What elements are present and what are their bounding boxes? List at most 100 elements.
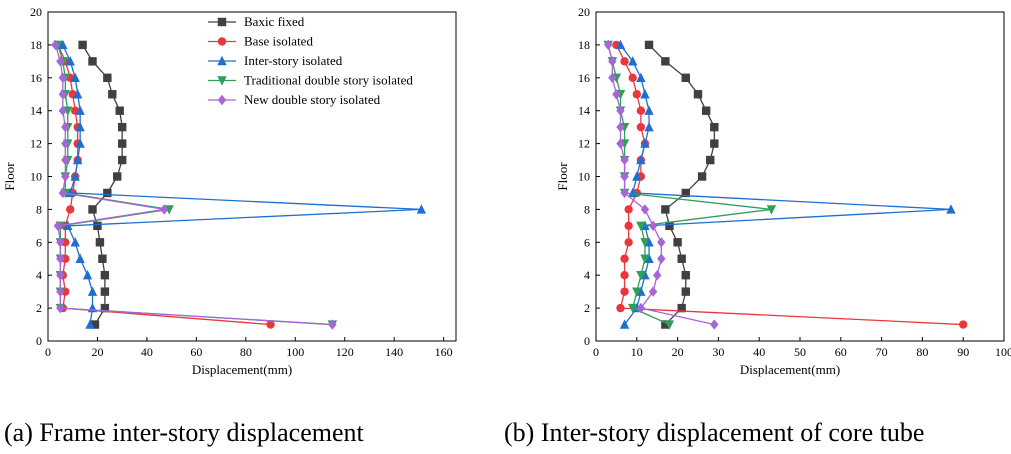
- data-point: [636, 286, 646, 296]
- y-tick-label: 16: [578, 71, 590, 85]
- legend-marker: [217, 94, 227, 106]
- data-point: [70, 171, 80, 181]
- data-point: [608, 72, 617, 83]
- data-point: [766, 205, 777, 215]
- x-tick-label: 80: [240, 345, 252, 359]
- data-point: [628, 303, 638, 314]
- caption-a: (a) Frame inter-story displacement: [4, 418, 364, 447]
- series-new-double-story-isolated: [51, 39, 337, 330]
- legend-label: New double story isolated: [244, 92, 381, 107]
- data-point: [75, 121, 85, 132]
- data-point: [628, 73, 637, 83]
- data-point: [56, 237, 65, 248]
- data-point: [616, 303, 625, 313]
- data-point: [657, 253, 666, 264]
- data-point: [113, 172, 122, 181]
- data-point: [636, 122, 646, 132]
- data-point: [677, 303, 686, 313]
- x-tick-label: 140: [385, 345, 403, 359]
- data-point: [616, 121, 625, 133]
- data-point: [640, 254, 650, 264]
- data-point: [710, 122, 719, 132]
- data-point: [100, 303, 110, 313]
- data-point: [648, 286, 658, 297]
- data-point: [115, 106, 124, 115]
- data-point: [664, 320, 675, 330]
- x-tick-label: 160: [435, 345, 453, 359]
- data-point: [87, 286, 98, 296]
- data-point: [604, 39, 613, 51]
- legend-label: Inter-story isolated: [244, 53, 343, 68]
- data-point: [100, 271, 110, 280]
- x-tick-label: 0: [593, 345, 599, 359]
- data-point: [706, 155, 715, 165]
- data-point: [710, 139, 719, 148]
- x-axis-title: Displacement(mm): [192, 362, 292, 377]
- series-line: [615, 44, 964, 326]
- data-point: [90, 320, 100, 329]
- x-tick-label: 120: [336, 345, 354, 359]
- data-point: [93, 221, 102, 231]
- y-tick-label: 14: [578, 104, 590, 118]
- data-point: [266, 320, 275, 329]
- data-point: [636, 302, 646, 314]
- legend-item: Baxic fixed: [208, 14, 305, 29]
- data-point: [640, 204, 650, 215]
- data-point: [673, 238, 682, 247]
- legend-label: Base isolated: [244, 34, 313, 49]
- data-point: [640, 138, 650, 148]
- x-tick-label: 20: [672, 345, 684, 359]
- data-point: [98, 254, 107, 263]
- y-tick-label: 18: [30, 38, 42, 52]
- data-point: [78, 40, 87, 50]
- data-point: [58, 72, 68, 83]
- data-point: [636, 106, 646, 115]
- x-tick-label: 40: [141, 345, 153, 359]
- data-point: [328, 319, 337, 330]
- data-point: [681, 271, 690, 280]
- data-point: [72, 154, 83, 165]
- data-point: [693, 90, 703, 99]
- data-point: [636, 154, 646, 165]
- series-baxic-fixed: [644, 40, 719, 329]
- data-point: [103, 188, 112, 198]
- data-point: [640, 89, 650, 99]
- y-tick-label: 20: [30, 5, 42, 19]
- data-point: [620, 171, 629, 182]
- legend-label: Baxic fixed: [244, 14, 305, 29]
- legend-marker: [217, 37, 227, 46]
- legend-item: Inter-story isolated: [208, 53, 343, 68]
- y-tick-label: 8: [584, 202, 590, 216]
- legend-label: Traditional double story isolated: [244, 73, 413, 88]
- data-point: [624, 238, 633, 247]
- data-point: [66, 205, 75, 214]
- data-point: [620, 271, 629, 280]
- y-tick-label: 2: [584, 301, 590, 315]
- legend-marker: [217, 55, 227, 66]
- data-point: [61, 138, 70, 149]
- data-point: [624, 205, 633, 214]
- y-tick-label: 16: [30, 71, 42, 85]
- data-point: [640, 270, 650, 280]
- data-point: [636, 72, 646, 82]
- data-point: [75, 105, 85, 115]
- data-point: [628, 56, 638, 66]
- x-tick-label: 20: [91, 345, 103, 359]
- data-point: [636, 221, 646, 232]
- series-new-double-story-isolated: [604, 39, 719, 330]
- legend-marker: [217, 17, 227, 27]
- data-point: [615, 39, 626, 50]
- data-point: [632, 171, 642, 181]
- y-tick-label: 0: [36, 334, 42, 348]
- series-base-isolated: [612, 40, 968, 329]
- data-point: [56, 302, 65, 314]
- data-point: [653, 270, 662, 281]
- data-point: [661, 205, 670, 214]
- data-point: [681, 287, 690, 296]
- data-point: [95, 238, 105, 247]
- data-point: [88, 57, 97, 66]
- data-point: [70, 237, 80, 247]
- y-axis-title: Floor: [555, 162, 570, 191]
- data-point: [946, 204, 956, 214]
- data-point: [70, 72, 80, 82]
